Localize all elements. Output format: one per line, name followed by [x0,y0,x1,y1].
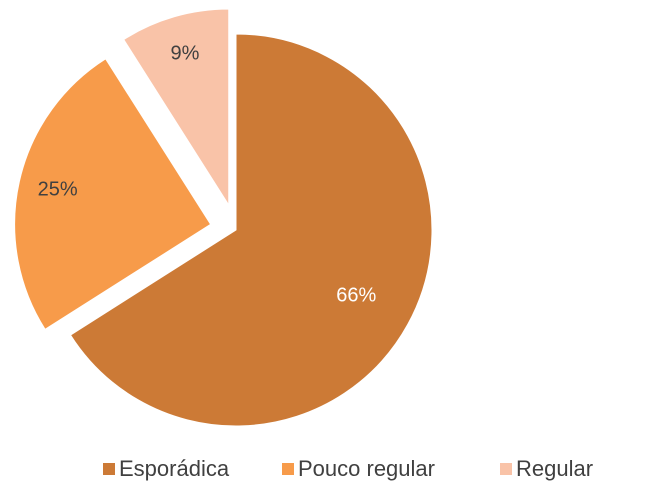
legend-label: Esporádica [119,456,230,481]
legend-swatch [103,463,115,475]
data-label: 66% [336,284,376,306]
legend-label: Regular [516,456,593,481]
pie-slice [14,58,212,331]
pie-slice [123,8,230,207]
pie-slice [69,33,433,427]
data-label: 25% [38,178,78,200]
legend-label: Pouco regular [298,456,435,481]
legend-swatch [282,463,294,475]
data-label: 9% [171,43,200,65]
legend-swatch [500,463,512,475]
